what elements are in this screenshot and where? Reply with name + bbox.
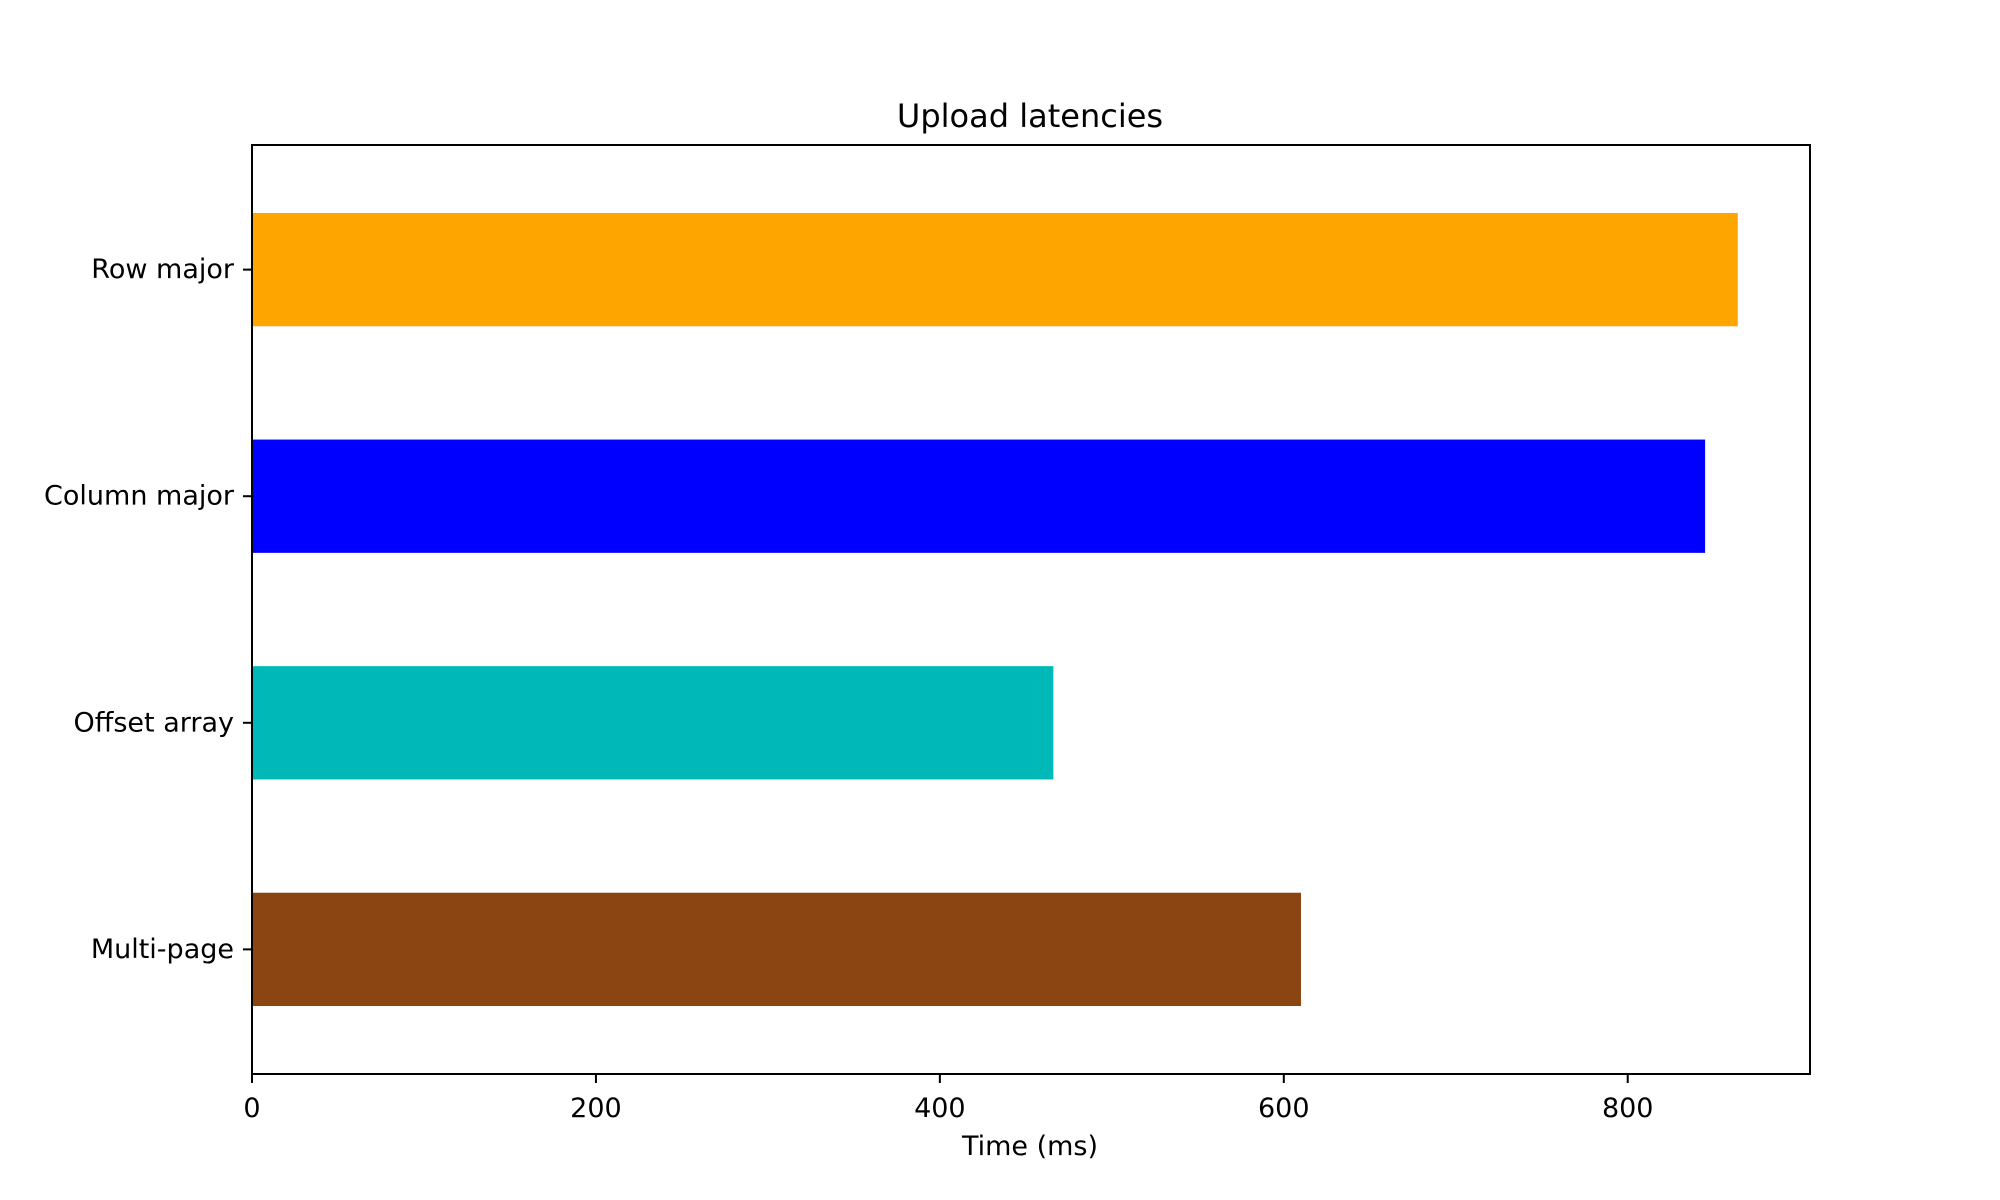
y-tick-label-column-major: Column major xyxy=(44,481,235,512)
x-axis: 0 200 400 600 800 xyxy=(243,1074,1653,1124)
x-tick-label-0: 0 xyxy=(243,1093,260,1124)
bar-offset-array xyxy=(252,666,1054,780)
chart-title: Upload latencies xyxy=(897,97,1163,135)
bar-column-major xyxy=(252,439,1706,553)
x-tick-label-800: 800 xyxy=(1602,1093,1654,1124)
x-tick-label-200: 200 xyxy=(570,1093,622,1124)
bar-row-major xyxy=(252,212,1738,327)
y-axis: Row major Column major Offset array Multi-p… xyxy=(44,254,252,965)
y-tick-label-offset-array: Offset array xyxy=(74,707,235,738)
bar-multi-page xyxy=(252,892,1301,1007)
y-tick-label-multi-page: Multi-page xyxy=(91,934,234,965)
y-tick-label-row-major: Row major xyxy=(91,254,235,285)
plot-frame xyxy=(251,144,1811,1075)
x-axis-label: Time (ms) xyxy=(961,1131,1098,1162)
x-tick-label-400: 400 xyxy=(914,1093,966,1124)
bars-group xyxy=(252,212,1738,1007)
x-tick-label-600: 600 xyxy=(1258,1093,1310,1124)
